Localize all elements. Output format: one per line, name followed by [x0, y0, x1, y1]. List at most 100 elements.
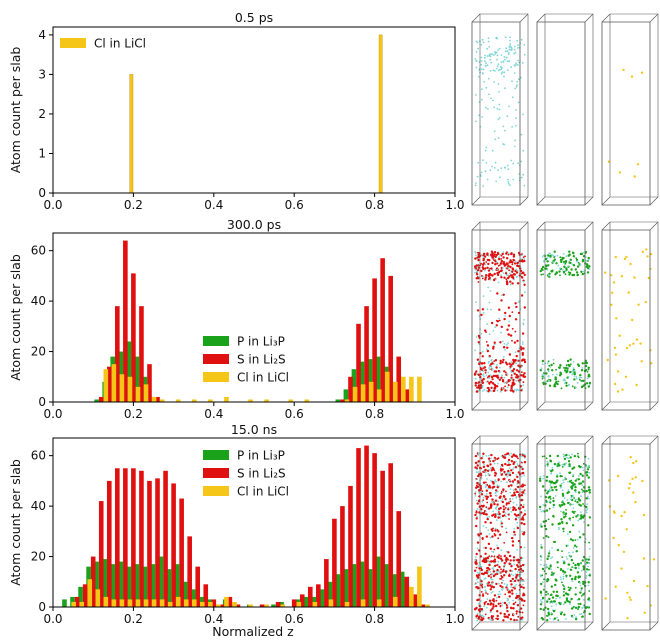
bar-s-6	[123, 468, 128, 607]
atom-dot	[494, 471, 497, 474]
atom-dot	[539, 607, 542, 611]
atom-dot	[569, 261, 572, 265]
atom-dot	[484, 468, 487, 472]
atom-dot	[579, 374, 582, 377]
bar-p-38	[391, 574, 397, 607]
atom-dot	[577, 567, 580, 570]
atom-dot	[539, 269, 542, 273]
atom-dot	[506, 274, 509, 277]
atom-dot	[565, 522, 568, 525]
atom-dot	[571, 481, 574, 485]
atom-dot	[512, 255, 516, 258]
bar-s-13	[179, 498, 184, 607]
atom-dot	[520, 347, 523, 350]
atom-dot	[480, 379, 484, 382]
atom-dot	[477, 381, 481, 384]
atom-dot	[575, 257, 578, 260]
atom-dot	[500, 469, 503, 472]
bar-s-10	[155, 478, 160, 607]
atom-dot	[520, 258, 522, 261]
atom-dot	[476, 502, 479, 505]
atom-dot	[546, 607, 550, 611]
atom-dot	[504, 564, 507, 566]
atom-dot	[498, 512, 501, 516]
atom-dot	[477, 341, 480, 344]
atom-dot	[477, 266, 481, 269]
atom-dot	[475, 264, 478, 267]
atom-dot	[490, 390, 492, 392]
atom-dot	[587, 366, 590, 369]
atom-dot	[504, 87, 506, 90]
atom-dot	[568, 463, 571, 466]
atom-dot	[508, 518, 510, 520]
atom-dot	[552, 358, 555, 361]
atom-dot	[514, 466, 518, 469]
atom-dot	[505, 531, 508, 534]
atom-dot	[492, 566, 495, 568]
atom-dot	[488, 562, 491, 564]
atom-dot	[493, 383, 497, 387]
atom-dot	[505, 585, 508, 587]
atom-dot	[500, 473, 503, 476]
atom-dot	[489, 571, 492, 573]
atom-dot	[581, 272, 584, 276]
atom-dot	[568, 517, 571, 520]
atom-dot	[492, 574, 496, 578]
atom-dot	[510, 384, 513, 387]
atom-dot	[622, 550, 626, 554]
atom-dot	[506, 164, 509, 167]
atom-dot	[542, 520, 545, 523]
atom-dot	[621, 388, 624, 391]
atom-dot	[585, 260, 588, 262]
atom-dot	[493, 130, 496, 133]
atom-dot	[507, 473, 509, 476]
bar-p-9	[134, 564, 140, 607]
atom-dot	[512, 586, 514, 589]
atom-dot	[484, 54, 486, 57]
atom-dot	[478, 492, 480, 494]
atom-dot	[541, 601, 543, 604]
atom-dot	[629, 456, 632, 459]
y-axis-label: Atom count per slab	[8, 254, 23, 381]
atom-dot	[587, 486, 591, 489]
atom-dot	[482, 593, 484, 595]
atom-dot	[481, 386, 484, 388]
box-edge	[584, 13, 594, 23]
atom-dot	[581, 362, 584, 365]
bar-s-3	[123, 240, 128, 402]
atom-dot	[639, 342, 642, 345]
bar-cl-18	[216, 604, 221, 607]
box-edge	[584, 221, 594, 231]
atom-dot	[495, 51, 498, 54]
atom-dot	[620, 275, 624, 278]
atom-dot	[555, 597, 557, 600]
atom-dot	[563, 591, 565, 593]
atom-dot	[474, 349, 476, 352]
bar-cl-14	[288, 399, 294, 402]
snapshot-box-0-1	[536, 13, 594, 206]
box-edge	[471, 401, 481, 411]
atom-dot	[492, 69, 495, 72]
bar-cl-9	[143, 599, 149, 607]
bar-s-37	[404, 576, 410, 607]
atom-dot	[564, 366, 568, 370]
atom-dot	[493, 167, 496, 169]
atom-dot	[523, 461, 527, 464]
atom-dot	[488, 360, 490, 363]
y-tick-label-0: 0	[38, 600, 46, 614]
atom-dot	[503, 542, 506, 544]
bar-s-4	[106, 480, 112, 607]
atom-dot	[490, 592, 493, 594]
bar-s-13	[380, 258, 385, 402]
atom-dot	[500, 480, 502, 483]
atom-dot	[523, 358, 526, 362]
atom-dot	[547, 375, 550, 378]
atom-dot	[566, 558, 569, 560]
atom-dot	[512, 381, 515, 384]
atom-dot	[587, 256, 590, 260]
atom-dot	[551, 369, 554, 372]
atom-dot	[499, 472, 502, 474]
atom-dot	[496, 505, 498, 508]
atom-dot	[574, 479, 577, 482]
atom-dot	[495, 513, 498, 516]
